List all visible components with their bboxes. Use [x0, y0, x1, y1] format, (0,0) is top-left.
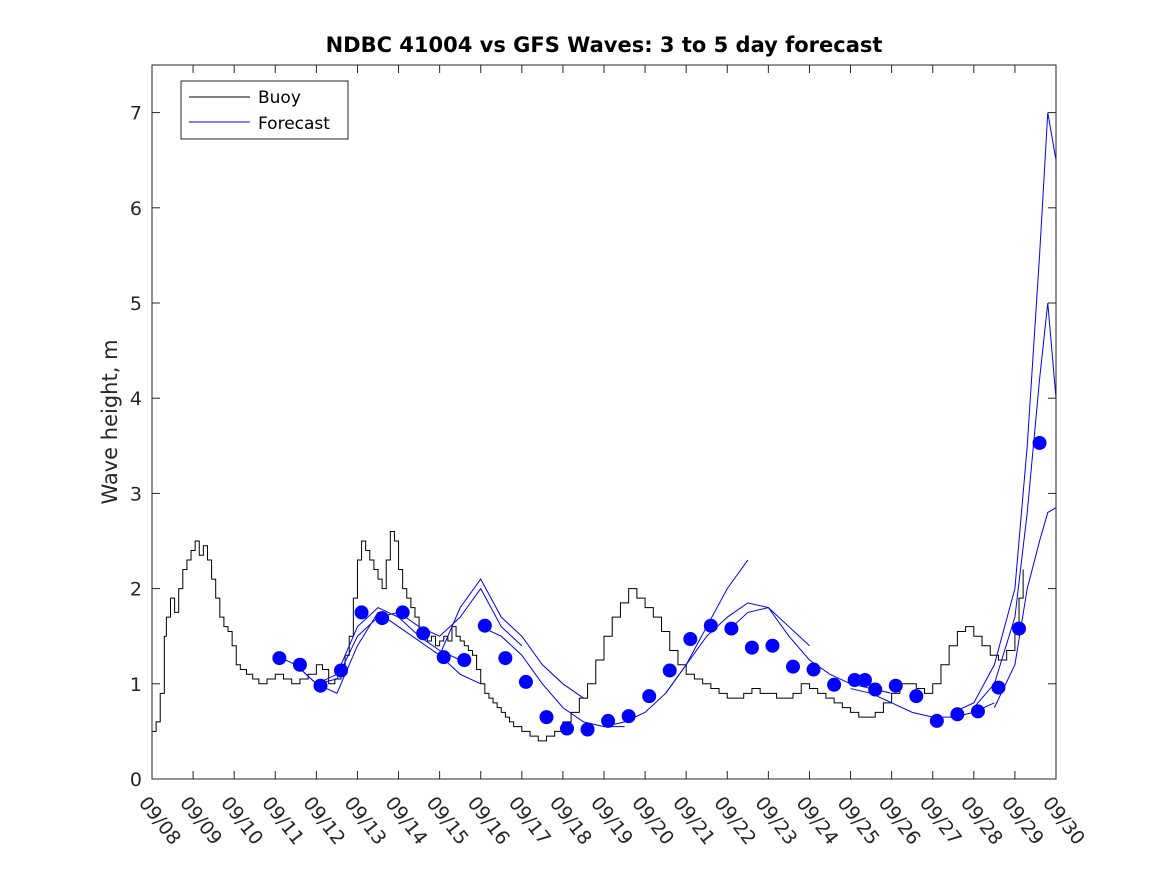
x-tick-label: 09/08 [134, 793, 185, 850]
forecast-marker [436, 650, 451, 665]
forecast-marker [744, 640, 759, 655]
forecast-marker [1012, 621, 1027, 636]
forecast-line-10 [953, 112, 1057, 713]
forecast-marker [539, 710, 554, 725]
legend: Buoy Forecast [180, 80, 349, 140]
x-tick-label: 09/24 [792, 793, 843, 850]
forecast-marker [313, 678, 328, 693]
y-tick-label: 6 [130, 198, 142, 220]
x-tick-label: 09/22 [709, 793, 760, 850]
forecast-marker [560, 721, 575, 736]
forecast-marker [375, 611, 390, 626]
marker-layer [272, 435, 1047, 737]
forecast-marker [991, 680, 1006, 695]
x-tick-label: 09/12 [298, 793, 349, 850]
forecast-marker [662, 663, 677, 678]
forecast-marker [518, 674, 533, 689]
y-tick-label: 2 [130, 579, 142, 601]
forecast-marker [827, 677, 842, 692]
y-tick-label: 7 [130, 103, 142, 125]
forecast-marker [724, 621, 739, 636]
forecast-line-4 [439, 578, 584, 699]
x-tick-label: 09/30 [1038, 793, 1089, 850]
forecast-marker [806, 662, 821, 677]
x-tick-label: 09/26 [874, 793, 925, 850]
y-tick-label: 5 [130, 293, 142, 315]
x-tick-label: 09/11 [257, 793, 308, 850]
forecast-marker [909, 689, 924, 704]
forecast-marker [765, 638, 780, 653]
forecast-marker [786, 659, 801, 674]
forecast-marker [416, 626, 431, 641]
forecast-marker [334, 663, 349, 678]
y-tick-label: 1 [130, 674, 142, 696]
x-tick-label: 09/09 [175, 793, 226, 850]
y-tick-label: 0 [130, 769, 142, 791]
x-tick-label: 09/19 [586, 793, 637, 850]
forecast-marker [1032, 435, 1047, 450]
forecast-marker [601, 713, 616, 728]
forecast-marker [457, 653, 472, 667]
forecast-marker [292, 657, 307, 672]
forecast-marker [354, 605, 369, 620]
forecast-line-12 [993, 507, 1057, 708]
forecast-line-7 [665, 602, 810, 694]
legend-forecast-label: Forecast [258, 114, 330, 134]
forecast-marker [868, 682, 883, 697]
plot-area [152, 65, 1056, 779]
forecast-marker [272, 651, 287, 666]
forecast-line-5 [480, 626, 625, 728]
forecast-marker [888, 678, 903, 693]
chart-title: NDBC 41004 vs GFS Waves: 3 to 5 day fore… [326, 33, 883, 57]
x-tick-label: 09/15 [422, 793, 473, 850]
y-tick-label: 4 [130, 388, 142, 410]
forecast-marker [621, 709, 636, 724]
x-tick-label: 09/25 [833, 793, 884, 850]
forecast-line-8 [726, 607, 892, 694]
forecast-marker [970, 704, 985, 719]
x-tick-label: 09/13 [340, 793, 391, 850]
x-tick-label: 09/20 [627, 793, 678, 850]
x-tick-label: 09/16 [463, 793, 514, 850]
forecast-line-3 [316, 587, 523, 685]
forecast-marker [929, 713, 944, 728]
y-tick-label: 3 [130, 483, 142, 505]
x-tick-label: 09/10 [216, 793, 267, 850]
y-axis-label: Wave height, m [98, 339, 122, 504]
x-tick-label: 09/28 [956, 793, 1007, 850]
forecast-marker [683, 632, 698, 647]
x-tick-label: 09/27 [915, 793, 966, 850]
x-tick-label: 09/14 [381, 793, 432, 850]
forecast-marker [950, 707, 965, 722]
plot-frame [151, 64, 1057, 780]
buoy-series-line [152, 530, 1024, 742]
forecast-marker [498, 651, 513, 666]
forecast-marker [703, 618, 718, 633]
x-tick-label: 09/29 [997, 793, 1048, 850]
x-tick-label: 09/23 [750, 793, 801, 850]
forecast-marker [477, 618, 492, 633]
x-tick-label: 09/21 [668, 793, 719, 850]
legend-box [180, 80, 349, 140]
x-tick-label: 09/18 [545, 793, 596, 850]
y-ticks: 0 1 2 3 4 5 6 7 [130, 103, 1056, 791]
forecast-marker [847, 672, 862, 687]
x-tick-label: 09/17 [504, 793, 555, 850]
forecast-marker [580, 722, 595, 737]
forecast-marker [395, 605, 410, 620]
forecast-marker [857, 672, 872, 687]
legend-buoy-label: Buoy [258, 88, 301, 108]
forecast-marker [642, 689, 657, 704]
